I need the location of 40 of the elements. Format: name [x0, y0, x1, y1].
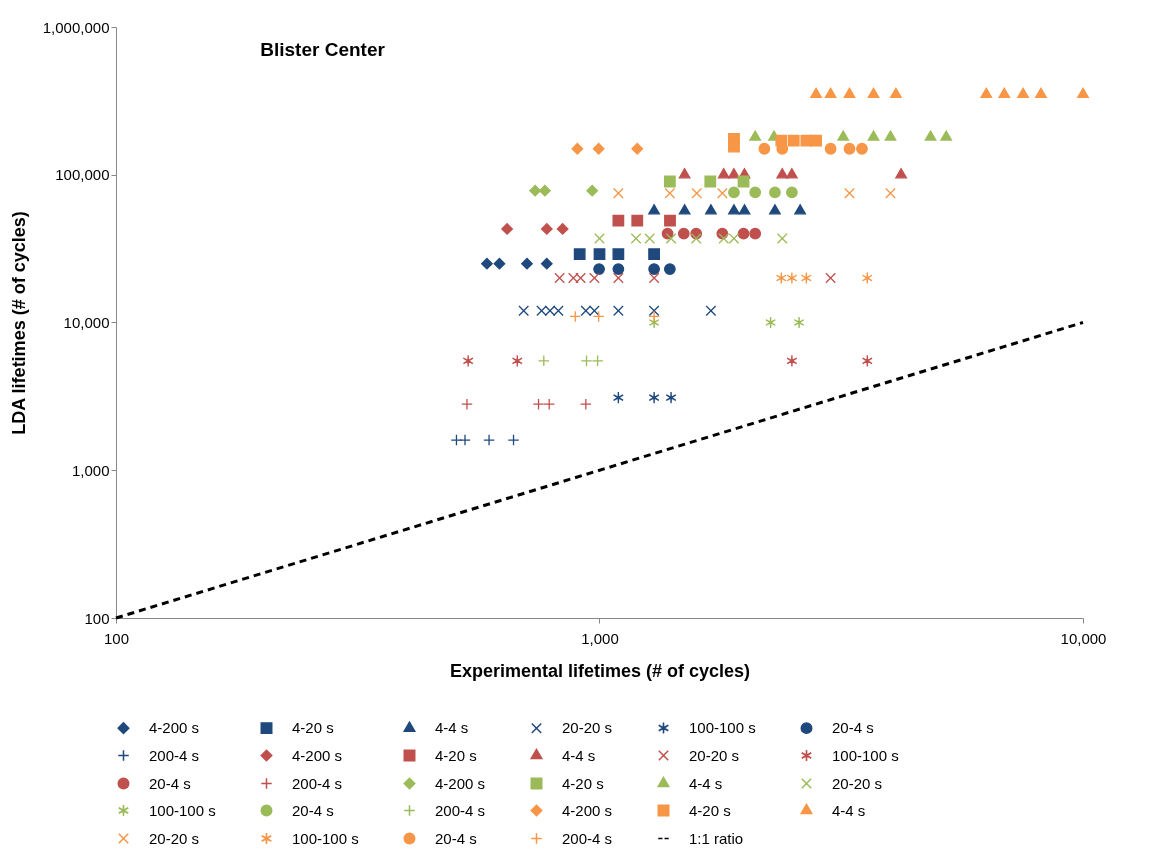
- x-tick-label: 100: [103, 629, 130, 647]
- legend-label: 200-4 s: [149, 746, 200, 764]
- y-tick-label: 1,000: [71, 461, 110, 479]
- legend-label: 20-20 s: [562, 719, 613, 737]
- legend-label: 4-200 s: [149, 719, 200, 737]
- legend-label: 1:1 ratio: [689, 829, 744, 847]
- legend-label: 4-4 s: [435, 719, 469, 737]
- legend-label: 200-4 s: [435, 801, 486, 819]
- legend-label: 200-4 s: [562, 829, 613, 847]
- y-tick-label: 10,000: [63, 314, 110, 331]
- legend-label: 4-200 s: [435, 774, 486, 792]
- legend-label: 20-4 s: [149, 774, 191, 792]
- legend-label: 100-100 s: [689, 719, 756, 736]
- x-tick-label: 1,000: [581, 629, 619, 647]
- legend-label: 4-200 s: [562, 801, 613, 819]
- y-tick-label: 100,000: [55, 166, 110, 184]
- legend-label: 100-100 s: [832, 746, 899, 764]
- legend-label: 20-20 s: [832, 774, 883, 792]
- legend-label: 200-4 s: [292, 774, 343, 792]
- text: Blister Center: [260, 39, 386, 60]
- y-axis-title: LDA lifetimes (# of cycles): [8, 211, 29, 435]
- legend-label: 20-20 s: [689, 746, 740, 764]
- legend-label: 20-4 s: [435, 829, 477, 847]
- legend-label: 20-4 s: [832, 719, 874, 737]
- legend-label: 4-200 s: [292, 746, 343, 764]
- legend-label: 100-100 s: [149, 801, 216, 819]
- x-tick-label: 10,000: [1060, 629, 1107, 647]
- y-tick-label: 1,000,000: [42, 18, 110, 36]
- legend-label: 100-100 s: [292, 829, 359, 847]
- legend-label: 4-20 s: [435, 746, 477, 764]
- legend-label: 4-20 s: [562, 774, 604, 792]
- legend-label: 20-20 s: [149, 829, 200, 847]
- x-axis-title: Experimental lifetimes (# of cycles): [449, 660, 751, 681]
- legend-label: 4-4 s: [832, 801, 866, 819]
- legend-label: 4-4 s: [562, 746, 596, 764]
- legend-label: 4-20 s: [689, 801, 731, 819]
- legend-label: 4-4 s: [689, 774, 723, 792]
- y-tick-label: 100: [84, 609, 110, 627]
- legend-label: 20-4 s: [292, 801, 334, 819]
- legend-label: 4-20 s: [292, 719, 334, 737]
